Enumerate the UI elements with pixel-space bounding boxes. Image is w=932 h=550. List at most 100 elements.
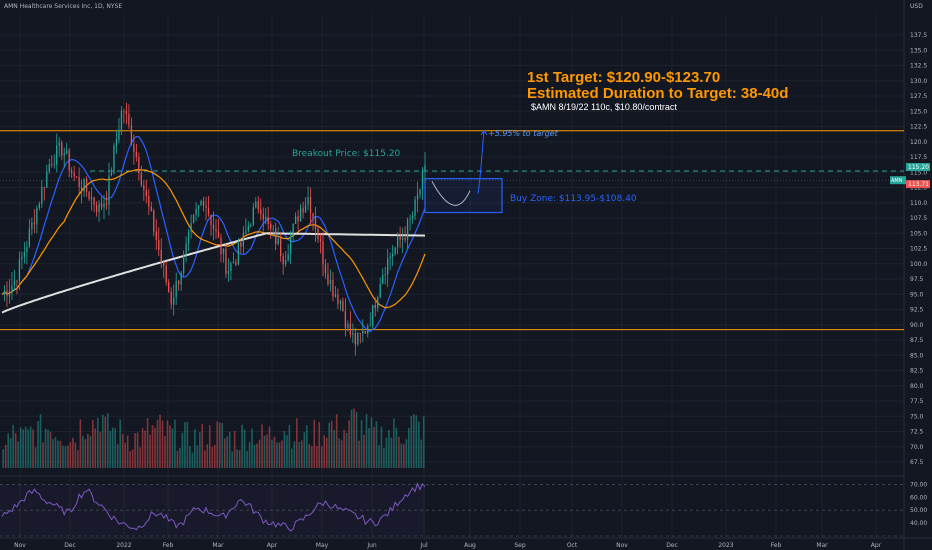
candle-body	[297, 216, 299, 222]
candle-body	[379, 283, 381, 298]
candle-body	[85, 179, 88, 192]
volume-bar	[39, 414, 42, 468]
volume-bar	[335, 414, 338, 468]
candle-body	[93, 197, 95, 205]
y-tick-label: 72.5	[910, 429, 924, 436]
volume-bar	[320, 446, 323, 468]
volume-bar	[213, 444, 216, 468]
candle-body	[339, 300, 342, 304]
candle-body	[312, 213, 314, 218]
candle-body	[43, 187, 45, 188]
candle-body	[53, 164, 55, 166]
y-tick-label: 67.5	[910, 459, 924, 466]
volume-bar	[166, 420, 169, 468]
volume-bar	[151, 425, 154, 468]
volume-bar	[54, 437, 57, 468]
candle-body	[357, 333, 359, 345]
volume-bar	[146, 418, 149, 468]
rsi-tick-label: 40.00	[910, 520, 927, 527]
volume-bar	[393, 418, 395, 468]
y-tick-label: 132.5	[910, 63, 927, 70]
candle-body	[319, 238, 322, 242]
volume-bar	[67, 445, 69, 468]
volume-bar	[19, 427, 22, 468]
candle-body	[118, 130, 120, 140]
candle-body	[394, 247, 396, 254]
candle-body	[314, 217, 317, 230]
volume-bar	[179, 448, 181, 468]
volume-bar	[370, 417, 373, 468]
x-tick-label: Sep	[514, 542, 526, 549]
volume-bar	[74, 442, 77, 468]
volume-bar	[413, 414, 415, 468]
candle-body	[36, 207, 38, 225]
volume-bar	[348, 420, 350, 468]
volume-bar	[154, 427, 156, 468]
volume-bar	[276, 442, 278, 468]
candle-body	[51, 164, 53, 165]
candle-body	[158, 239, 160, 251]
candle-body	[48, 164, 50, 172]
candle-body	[396, 236, 399, 248]
candle-body	[349, 323, 352, 335]
volume-bar	[159, 414, 161, 468]
candle-body	[270, 224, 272, 229]
volume-bar	[161, 420, 164, 468]
volume-bar	[226, 436, 228, 468]
price-badge	[906, 163, 930, 172]
candle-body	[68, 150, 70, 171]
volume-bar	[29, 426, 32, 468]
x-tick-label: Mar	[212, 542, 224, 549]
candle-body	[56, 145, 58, 165]
projection-curve	[431, 181, 471, 206]
candle-body	[225, 248, 227, 274]
candle-body	[66, 150, 68, 154]
volume-bar	[375, 421, 378, 468]
candle-body	[419, 188, 421, 195]
volume-bar	[360, 420, 363, 468]
y-tick-label: 97.5	[910, 276, 924, 283]
volume-bar	[340, 440, 343, 468]
volume-bar	[243, 429, 246, 468]
candle-body	[327, 273, 329, 285]
candle-body	[215, 229, 217, 232]
volume-bar	[121, 433, 124, 468]
price-badge-text: 115.20	[908, 164, 929, 171]
candle-body	[195, 208, 197, 216]
candle-body	[110, 172, 113, 176]
candle-body	[23, 252, 26, 257]
candle-body	[285, 260, 287, 265]
volume-bar	[261, 424, 263, 468]
candle-body	[58, 142, 60, 146]
candle-body	[377, 297, 379, 309]
candle-body	[21, 256, 23, 259]
candle-body	[31, 222, 33, 230]
volume-bar	[84, 439, 87, 468]
volume-bar	[42, 442, 44, 468]
x-tick-label: Dec	[666, 542, 678, 549]
candle-body	[212, 224, 215, 230]
volume-bar	[238, 450, 241, 468]
y-tick-label: 120.0	[910, 139, 927, 146]
volume-bar	[59, 440, 62, 468]
y-tick-label: 102.5	[910, 246, 927, 253]
volume-bar	[251, 428, 253, 468]
volume-bar	[7, 433, 10, 468]
y-tick-label: 135.0	[910, 47, 927, 54]
chart-title: AMN Healthcare Services Inc, 1D, NYSE	[4, 3, 123, 10]
candle-body	[41, 187, 43, 204]
candle-body	[382, 274, 384, 284]
candle-body	[342, 300, 344, 312]
volume-bar	[388, 430, 390, 468]
volume-bar	[306, 425, 308, 468]
volume-bar	[116, 443, 119, 468]
y-tick-label: 125.0	[910, 108, 927, 115]
volume-bar	[363, 434, 365, 468]
volume-bar	[233, 430, 236, 468]
candle-body	[140, 173, 142, 186]
volume-bar	[390, 437, 393, 468]
candle-body	[421, 171, 424, 189]
candle-body	[406, 219, 409, 240]
price-axis: USD 67.5 70.0 72.5 75.0 77.5 80.0 82.5 85.0 87.5 9…	[890, 3, 930, 527]
